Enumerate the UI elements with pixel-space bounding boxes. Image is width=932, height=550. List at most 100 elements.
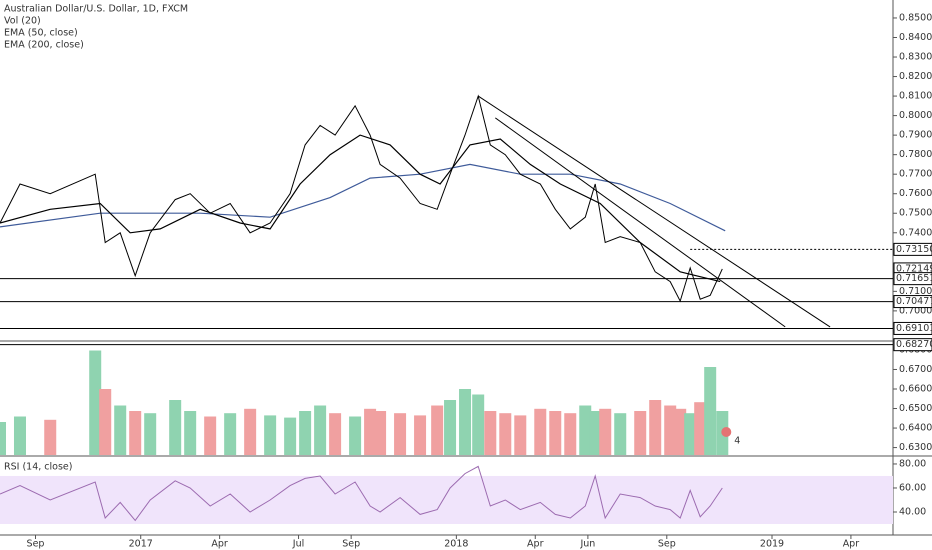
x-tick-label: Sep xyxy=(27,539,45,550)
level-label: 0.69101 xyxy=(896,323,932,334)
volume-bar xyxy=(459,389,472,455)
volume-bar xyxy=(499,413,512,455)
x-tick-label: Apr xyxy=(527,539,544,550)
indicator-label: Vol (20) xyxy=(4,16,41,27)
badge-icon xyxy=(721,427,732,437)
volume-bar xyxy=(314,405,327,455)
volume-bar xyxy=(184,411,197,455)
volume-bar xyxy=(634,411,647,455)
y-tick-label: 0.63000 xyxy=(899,442,932,453)
level-label: 0.68270 xyxy=(896,339,932,350)
x-tick-label: Sep xyxy=(342,539,360,550)
volume-bar xyxy=(0,422,6,455)
volume-bar xyxy=(374,411,387,455)
y-tick-label: 40.00 xyxy=(899,506,926,517)
x-tick-label: Jun xyxy=(579,539,595,550)
volume-bar xyxy=(414,415,427,455)
level-label-box xyxy=(893,321,932,335)
volume-bar xyxy=(472,394,485,455)
rsi-line xyxy=(0,465,723,522)
x-tick-label: Apr xyxy=(211,539,228,550)
volume-bar xyxy=(614,413,627,455)
volume-bar xyxy=(514,415,527,455)
ema-50-line xyxy=(0,134,721,283)
y-tick-label: 60.00 xyxy=(899,482,926,493)
x-tick-label: Sep xyxy=(658,539,676,550)
volume-bar xyxy=(394,413,407,455)
indicator-label: RSI (14, close) xyxy=(4,462,72,473)
volume-bar xyxy=(144,413,157,455)
volume-bar xyxy=(364,408,377,455)
volume-bar xyxy=(484,411,497,455)
volume-bar xyxy=(564,413,577,455)
volume-bar xyxy=(431,405,444,455)
volume-bar xyxy=(674,408,687,455)
chart-title: Australian Dollar/U.S. Dollar, 1D, FXCM xyxy=(4,4,188,15)
level-label-box xyxy=(893,242,932,256)
volume-bar xyxy=(444,400,457,455)
indicator-label: EMA (200, close) xyxy=(4,40,84,51)
volume-bar xyxy=(129,411,142,455)
volume-bar xyxy=(534,408,547,455)
level-label-box xyxy=(893,295,932,309)
volume-bar xyxy=(579,405,592,455)
badge-label: 4 xyxy=(734,436,740,447)
x-tick-label: Jul xyxy=(292,539,304,550)
trend-line xyxy=(495,117,786,328)
volume-bar xyxy=(549,411,562,455)
x-tick-label: Apr xyxy=(843,539,860,550)
volume-bar xyxy=(694,402,707,455)
level-label: 0.70477 xyxy=(896,296,932,307)
volume-bar xyxy=(13,416,26,455)
volume-bar xyxy=(224,413,237,455)
price-line xyxy=(0,94,723,303)
volume-bar xyxy=(169,400,182,455)
volume-bar xyxy=(329,413,342,455)
volume-bar xyxy=(704,367,717,455)
volume-bar xyxy=(664,405,677,455)
y-tick-label: 80.00 xyxy=(899,458,926,469)
volume-bar xyxy=(599,408,612,455)
rsi-band xyxy=(0,475,893,524)
volume-bar xyxy=(349,416,362,455)
volume-bar xyxy=(299,411,312,455)
x-tick-label: 2019 xyxy=(760,539,784,550)
level-label: 0.73150 xyxy=(896,244,932,255)
volume-bar xyxy=(114,405,127,455)
volume-bar xyxy=(44,419,57,455)
level-label: 0.72149 xyxy=(896,263,932,274)
volume-bar xyxy=(284,417,297,455)
volume-bar xyxy=(244,408,257,455)
level-label-box xyxy=(893,338,932,352)
x-tick-label: 2017 xyxy=(129,539,153,550)
volume-bar xyxy=(589,411,602,455)
volume-bar xyxy=(99,389,112,455)
level-label: 0.71651 xyxy=(896,273,932,284)
level-label-box xyxy=(893,272,932,286)
volume-bar xyxy=(649,400,662,455)
trend-line xyxy=(477,95,831,328)
volume-bar xyxy=(89,350,102,455)
indicator-label: EMA (50, close) xyxy=(4,28,78,39)
